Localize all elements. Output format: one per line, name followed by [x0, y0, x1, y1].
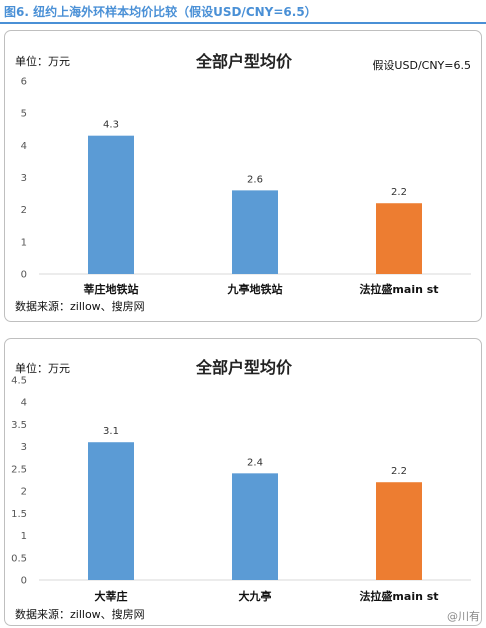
chart-2-category-label: 法拉盛main st: [359, 589, 438, 603]
chart-2-ytick-label: 1.5: [11, 509, 27, 520]
chart-2-ytick-label: 2: [21, 487, 27, 498]
chart-2-ytick-label: 2.5: [11, 464, 27, 475]
chart-1-ytick-label: 6: [21, 77, 27, 88]
chart-2-ytick-label: 0.5: [11, 553, 27, 564]
chart-1-ytick-label: 0: [21, 270, 27, 281]
chart-1-exchange-note: 假设USD/CNY=6.5: [372, 58, 471, 72]
chart-2-data-label: 3.1: [103, 426, 119, 437]
chart-2-ytick-label: 1: [21, 531, 27, 542]
chart-1-category-label: 法拉盛main st: [359, 282, 438, 296]
chart-1-bar: [376, 203, 422, 274]
chart-1-ytick-label: 3: [21, 173, 27, 184]
chart-2-marks: 0 0.5 1 1.5 2 2.5 3 3.5 4 4.5 3.1 大莘庄 2.4 大九亭 2.2 法拉盛ma…: [11, 376, 471, 603]
chart-panel-2: 单位：万元 全部户型均价 数据来源：zillow、搜房网 0 0.5 1 1.5 2 2.…: [4, 338, 482, 626]
chart-2-svg: 单位：万元 全部户型均价 数据来源：zillow、搜房网 0 0.5 1 1.5 2 2.…: [11, 358, 471, 621]
watermark: @川有: [447, 610, 480, 623]
chart-2-ytick-label: 4: [21, 398, 27, 409]
chart-2-category-label: 大九亭: [239, 589, 272, 603]
chart-1-data-label: 4.3: [103, 120, 119, 131]
chart-1-title: 全部户型均价: [195, 52, 293, 71]
chart-1-category-label: 莘庄地铁站: [84, 282, 139, 296]
chart-panel-1: 单位：万元 全部户型均价 假设USD/CNY=6.5 数据来源：zillow、搜…: [4, 30, 482, 322]
chart-1-category-label: 九亭地铁站: [227, 282, 283, 296]
chart-1-ytick-label: 2: [21, 205, 27, 216]
chart-2-ytick-label: 4.5: [11, 376, 27, 387]
chart-2-ytick-label: 0: [21, 576, 27, 587]
chart-1-marks: 0 1 2 3 4 5 6 4.3 莘庄地铁站 2.6 九亭地铁站 2.2 法拉盛main st: [21, 77, 471, 296]
chart-1-ytick-label: 1: [21, 237, 27, 248]
chart-2-data-label: 2.2: [391, 466, 407, 477]
chart-2-ytick-label: 3: [21, 442, 27, 453]
chart-2-unit-label: 单位：万元: [15, 361, 70, 375]
chart-2-bar: [232, 473, 278, 580]
chart-1-ytick-label: 4: [21, 141, 27, 152]
chart-1-source: 数据来源：zillow、搜房网: [15, 299, 145, 313]
chart-1-unit-label: 单位：万元: [15, 54, 70, 68]
chart-2-source: 数据来源：zillow、搜房网: [15, 607, 145, 621]
chart-1-bar: [88, 135, 134, 274]
chart-2-title: 全部户型均价: [195, 358, 293, 377]
chart-1-bar: [232, 190, 278, 274]
chart-1-ytick-label: 5: [21, 109, 27, 120]
chart-1-data-label: 2.2: [391, 187, 407, 198]
chart-1-data-label: 2.6: [247, 174, 263, 185]
chart-2-category-label: 大莘庄: [95, 589, 128, 603]
chart-2-data-label: 2.4: [247, 457, 263, 468]
figure-title: 图6. 纽约上海外环样本均价比较（假设USD/CNY=6.5）: [0, 0, 486, 24]
chart-2-bar: [376, 482, 422, 580]
chart-2-ytick-label: 3.5: [11, 420, 27, 431]
chart-2-bar: [88, 442, 134, 580]
chart-1-svg: 单位：万元 全部户型均价 假设USD/CNY=6.5 数据来源：zillow、搜…: [15, 52, 471, 313]
